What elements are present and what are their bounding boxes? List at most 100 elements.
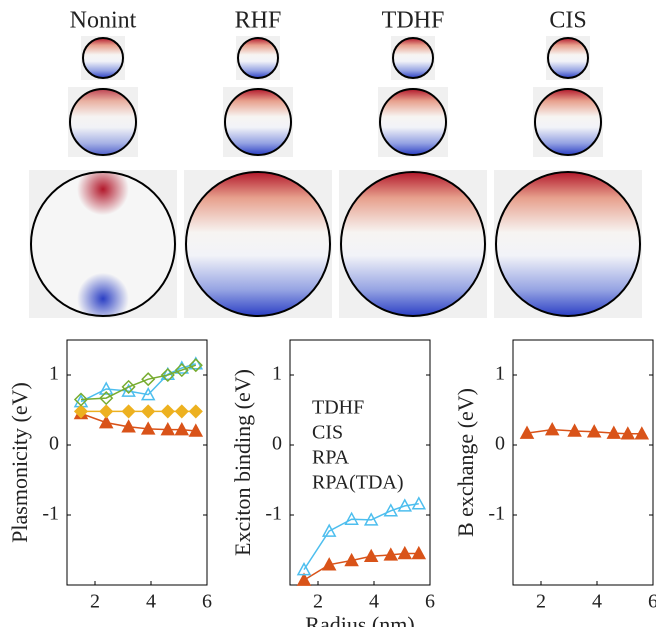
marker (121, 404, 136, 419)
marker (141, 372, 156, 387)
x-tick-label: 2 (90, 591, 100, 613)
marker (296, 572, 312, 586)
marker (397, 545, 413, 560)
marker (98, 415, 114, 429)
x-tick-label: 4 (146, 591, 156, 613)
y-tick-label: -1 (265, 503, 282, 525)
marker (411, 545, 427, 560)
marker (174, 422, 190, 436)
density (548, 38, 588, 78)
x-tick-label: 6 (202, 591, 212, 613)
density (225, 89, 291, 155)
marker (363, 512, 379, 526)
density (186, 172, 330, 316)
marker (606, 425, 622, 439)
y-tick-label: 0 (495, 433, 505, 455)
marker (344, 511, 359, 525)
marker (121, 419, 136, 433)
marker (620, 426, 636, 440)
marker (586, 424, 602, 438)
circle-outline (30, 171, 176, 317)
circle-outline (392, 37, 434, 79)
x-tick-label: 4 (369, 591, 379, 613)
circle-outline (495, 171, 641, 317)
circle-outline (340, 171, 486, 317)
y-tick-label: 1 (272, 363, 282, 385)
marker (160, 367, 175, 383)
density (535, 89, 601, 155)
column-label: RHF (235, 8, 282, 34)
marker (363, 548, 379, 563)
marker (321, 523, 337, 537)
marker (140, 387, 156, 401)
column-label: TDHF (382, 8, 445, 34)
circle-outline (237, 37, 279, 79)
density (496, 172, 640, 316)
marker (567, 423, 582, 437)
density (380, 89, 446, 155)
marker (544, 422, 560, 436)
marker (98, 381, 114, 395)
charts: -1 0 1 2 4 6 Plasmonicity (eV) -1 0 1 2 4 6 Exciton b… (7, 339, 656, 632)
y-tick-label: -1 (488, 503, 505, 525)
legend-entry: TDHF (312, 397, 364, 419)
density-images: Nonint RHF TDHF CIS (29, 8, 642, 318)
marker (519, 425, 535, 439)
marker (188, 356, 204, 370)
legend-entry: CIS (312, 422, 343, 444)
series-line (303, 503, 419, 571)
density (83, 38, 123, 78)
marker (321, 557, 337, 571)
marker (73, 392, 89, 407)
marker (160, 422, 176, 436)
marker (160, 404, 175, 419)
x-tick-label: 4 (592, 591, 602, 613)
plot-area (512, 339, 654, 586)
y-tick-label: 1 (495, 363, 505, 385)
legend-entry: RPA (312, 447, 350, 469)
marker (383, 547, 399, 561)
density (393, 38, 433, 78)
plot-area (66, 339, 208, 586)
marker (188, 423, 204, 437)
marker (188, 404, 203, 419)
marker (634, 426, 650, 440)
marker (140, 421, 156, 435)
marker (121, 379, 136, 394)
marker (99, 391, 114, 406)
density (70, 89, 136, 155)
marker (73, 404, 89, 419)
marker (383, 503, 399, 517)
circle-outline (185, 171, 331, 317)
circle-outline (547, 37, 589, 79)
x-tick-label: 6 (648, 591, 656, 613)
y-axis-label: Plasmonicity (eV) (7, 382, 32, 543)
marker (174, 363, 189, 378)
plot-area (289, 339, 431, 586)
circle-outline (379, 88, 447, 156)
circle-outline (534, 88, 602, 156)
marker (296, 562, 312, 576)
circle-outline (69, 88, 137, 156)
marker (188, 358, 203, 373)
marker (174, 404, 189, 419)
x-axis-label: Radius (nm) (305, 612, 414, 627)
x-tick-label: 6 (425, 591, 435, 613)
legend-entry: RPA(TDA) (312, 472, 404, 494)
y-tick-label: 0 (272, 433, 282, 455)
circle-outline (82, 37, 124, 79)
y-tick-label: 1 (49, 363, 59, 385)
marker (397, 498, 413, 512)
series-line (80, 363, 197, 403)
marker (141, 404, 156, 419)
density (238, 38, 278, 78)
circle-outline (224, 88, 292, 156)
column-label: Nonint (70, 8, 137, 34)
marker (411, 496, 427, 510)
y-tick-label: -1 (42, 503, 59, 525)
marker (344, 552, 359, 567)
y-tick-label: 0 (49, 433, 59, 455)
density (31, 172, 175, 316)
x-tick-label: 2 (313, 591, 323, 613)
